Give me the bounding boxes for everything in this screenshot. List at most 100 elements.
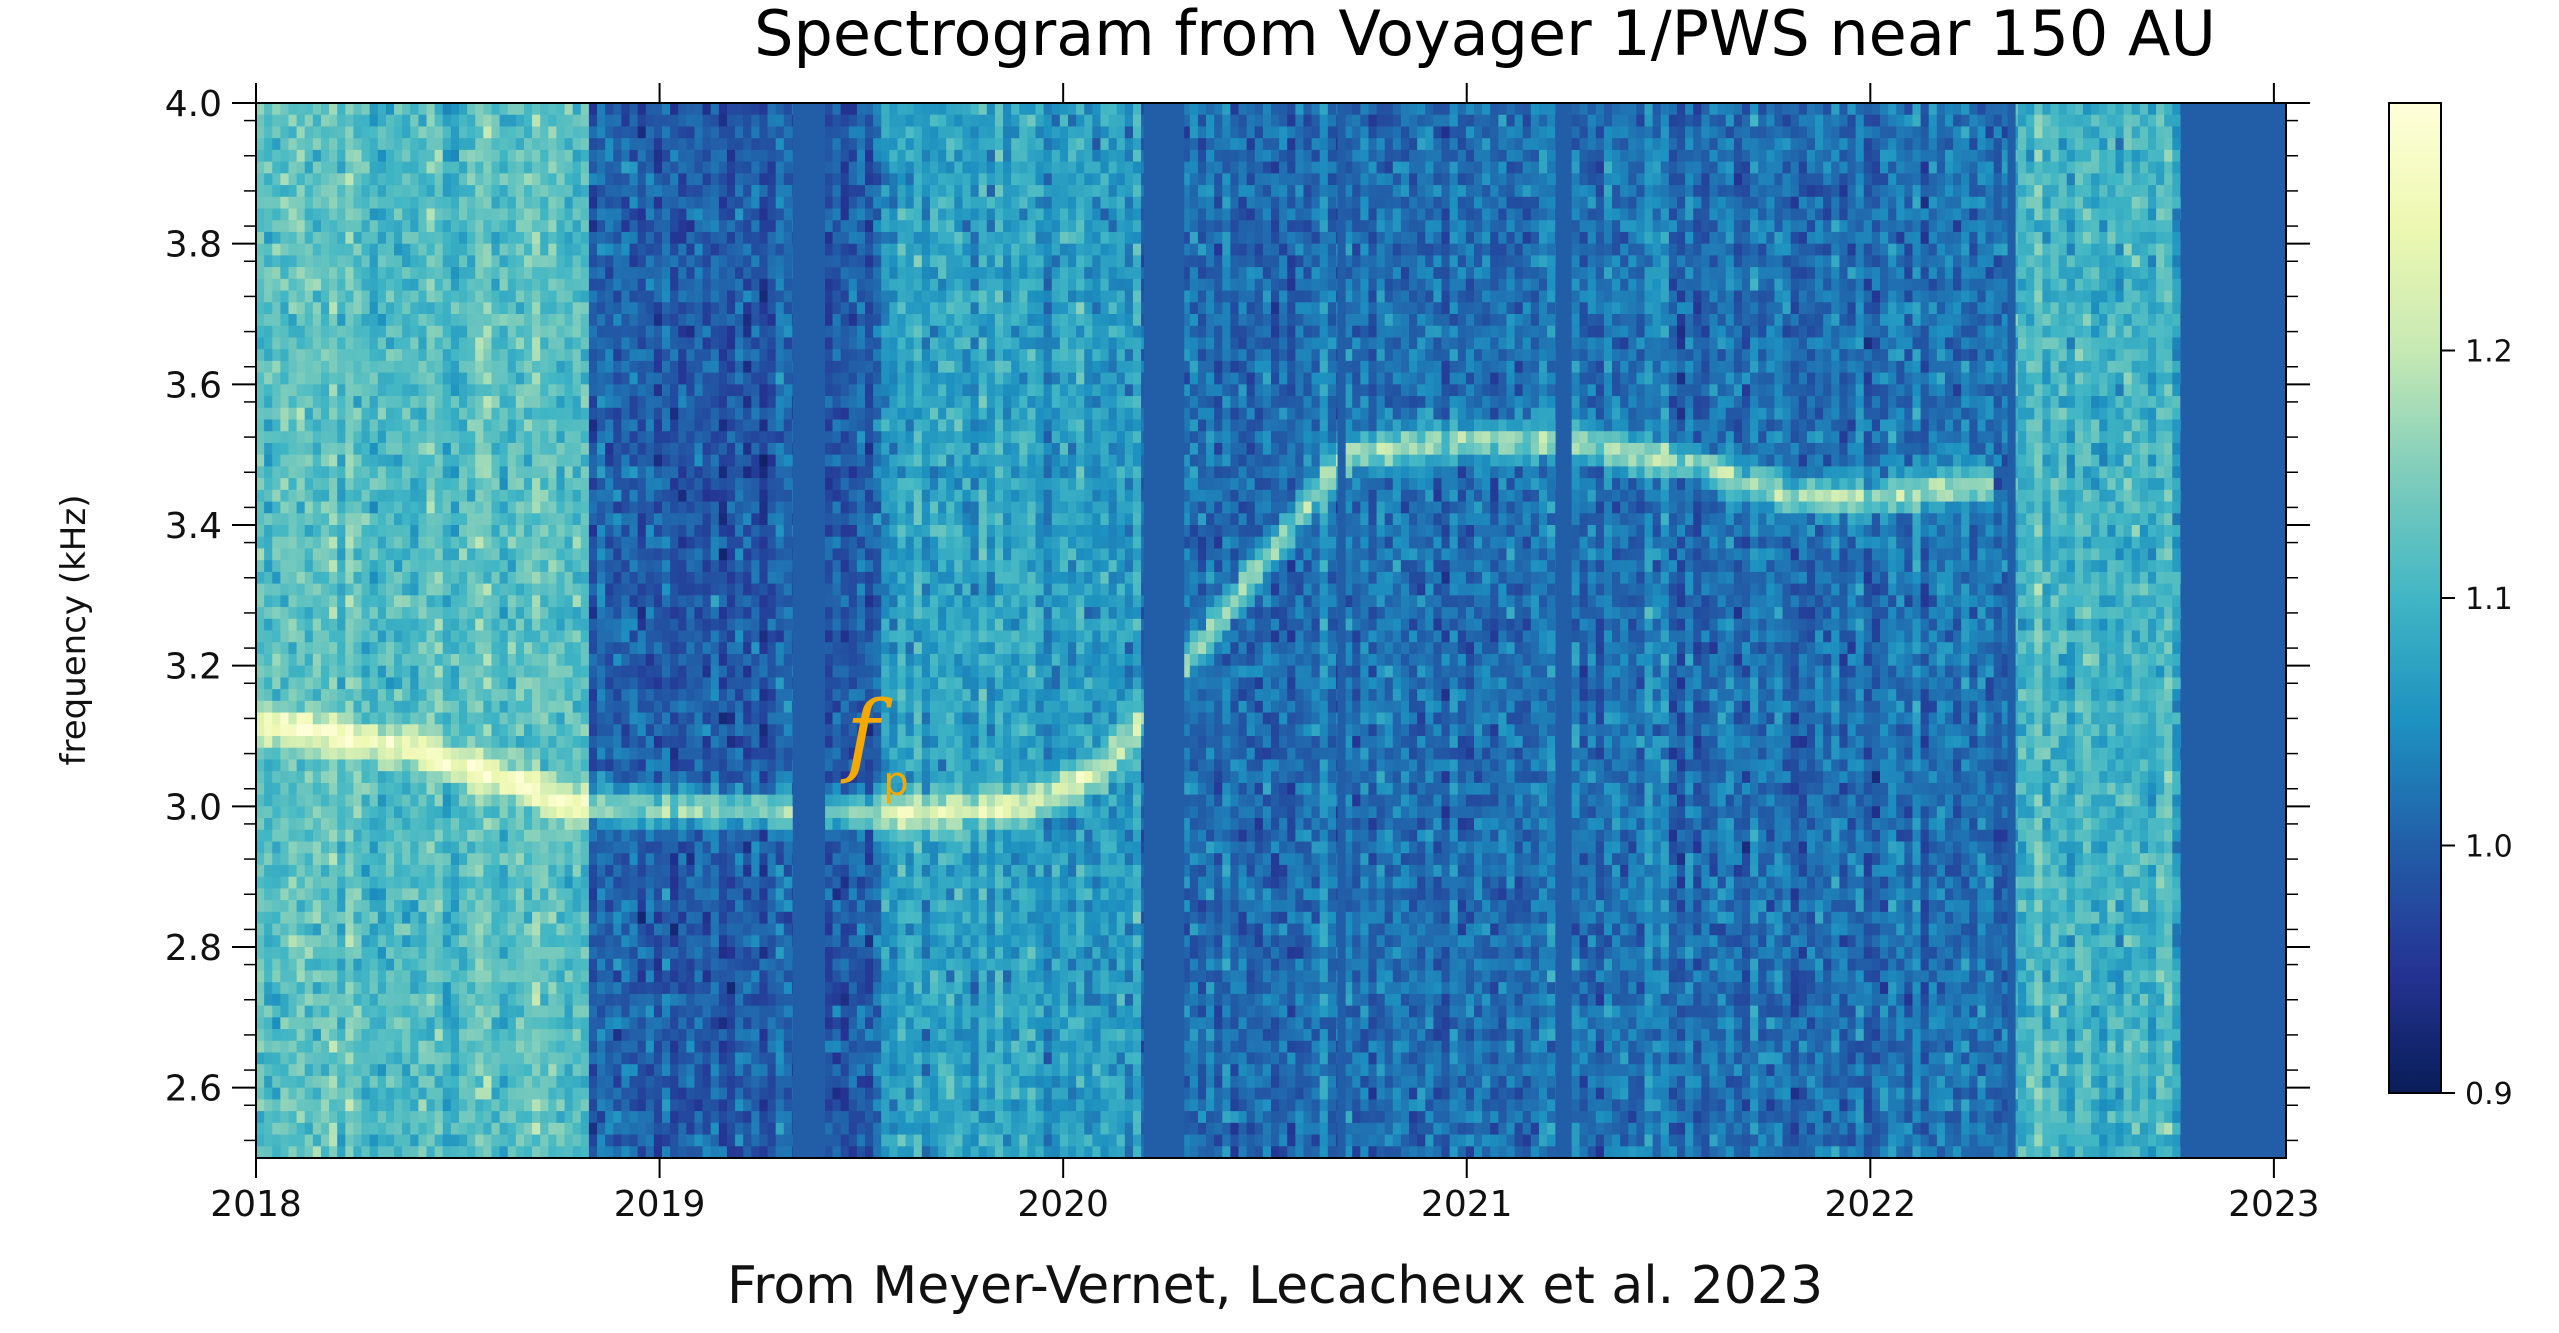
heatmap-cell [451, 818, 460, 830]
heatmap-cell [516, 291, 525, 303]
heatmap-cell [410, 314, 419, 326]
heatmap-cell [556, 877, 565, 889]
heatmap-cell [378, 396, 387, 408]
heatmap-cell [337, 502, 346, 514]
heatmap-cell [418, 1099, 427, 1111]
heatmap-cell [288, 607, 297, 619]
heatmap-cell [435, 865, 444, 877]
heatmap-cell [500, 677, 509, 689]
heatmap-cell [491, 642, 500, 654]
heatmap-cell [475, 103, 484, 115]
heatmap-cell [670, 220, 679, 232]
heatmap-cell [386, 1064, 395, 1076]
heatmap-cell [686, 314, 695, 326]
heatmap-cell [678, 513, 687, 525]
heatmap-cell [524, 619, 533, 631]
heatmap-cell [272, 642, 281, 654]
heatmap-cell [532, 115, 541, 127]
heatmap-cell [678, 924, 687, 936]
heatmap-cell [329, 1064, 338, 1076]
heatmap-cell [581, 396, 590, 408]
heatmap-cell [329, 830, 338, 842]
heatmap-cell [621, 654, 630, 666]
heatmap-cell [386, 830, 395, 842]
heatmap-cell [297, 865, 306, 877]
heatmap-cell [597, 466, 606, 478]
heatmap-cell [264, 748, 273, 760]
heatmap-cell [443, 314, 452, 326]
heatmap-cell [630, 830, 639, 842]
heatmap-cell [410, 713, 419, 725]
heatmap-cell [337, 654, 346, 666]
heatmap-cell [418, 267, 427, 279]
heatmap-cell [459, 431, 468, 443]
heatmap-cell [678, 713, 687, 725]
heatmap-cell [435, 783, 444, 795]
heatmap-cell [556, 970, 565, 982]
heatmap-cell [362, 912, 371, 924]
heatmap-cell [256, 1088, 265, 1100]
heatmap-cell [703, 525, 712, 537]
heatmap-cell [394, 1099, 403, 1111]
heatmap-cell [337, 584, 346, 596]
heatmap-cell [483, 267, 492, 279]
heatmap-cell [694, 701, 703, 713]
heatmap-cell [297, 982, 306, 994]
heatmap-cell [573, 1029, 582, 1041]
heatmap-cell [459, 197, 468, 209]
heatmap-cell [329, 384, 338, 396]
heatmap-cell [321, 185, 330, 197]
heatmap-cell [630, 279, 639, 291]
heatmap-cell [597, 806, 606, 818]
heatmap-cell [280, 337, 289, 349]
heatmap-cell [280, 1135, 289, 1147]
heatmap-cell [548, 396, 557, 408]
heatmap-cell [638, 607, 647, 619]
heatmap-cell [427, 1088, 436, 1100]
heatmap-cell [483, 689, 492, 701]
heatmap-cell [305, 455, 314, 467]
heatmap-cell [670, 748, 679, 760]
heatmap-cell [321, 994, 330, 1006]
heatmap-cell [256, 689, 265, 701]
heatmap-cell [532, 935, 541, 947]
heatmap-cell [256, 1146, 265, 1158]
heatmap-cell [337, 924, 346, 936]
heatmap-cell [394, 888, 403, 900]
heatmap-cell [297, 759, 306, 771]
heatmap-cell [670, 959, 679, 971]
heatmap-cell [597, 654, 606, 666]
heatmap-cell [418, 865, 427, 877]
heatmap-cell [508, 1146, 517, 1158]
heatmap-cell [613, 103, 622, 115]
heatmap-cell [264, 349, 273, 361]
heatmap-cell [451, 795, 460, 807]
heatmap-cell [703, 244, 712, 256]
heatmap-cell [305, 771, 314, 783]
heatmap-cell [613, 173, 622, 185]
heatmap-cell [297, 490, 306, 502]
heatmap-cell [540, 1123, 549, 1135]
heatmap-cell [264, 795, 273, 807]
heatmap-cell [556, 244, 565, 256]
heatmap-cell [646, 1076, 655, 1088]
heatmap-cell [686, 771, 695, 783]
heatmap-cell [386, 279, 395, 291]
heatmap-cell [264, 431, 273, 443]
heatmap-cell [589, 1041, 598, 1053]
heatmap-cell [321, 384, 330, 396]
heatmap-cell [402, 209, 411, 221]
heatmap-cell [313, 384, 322, 396]
heatmap-cell [329, 748, 338, 760]
heatmap-cell [435, 220, 444, 232]
heatmap-cell [370, 1135, 379, 1147]
heatmap-cell [402, 232, 411, 244]
heatmap-cell [475, 502, 484, 514]
heatmap-cell [573, 337, 582, 349]
heatmap-cell [386, 548, 395, 560]
heatmap-cell [280, 326, 289, 338]
heatmap-cell [621, 619, 630, 631]
heatmap-cell [573, 806, 582, 818]
heatmap-cell [613, 244, 622, 256]
heatmap-cell [362, 806, 371, 818]
